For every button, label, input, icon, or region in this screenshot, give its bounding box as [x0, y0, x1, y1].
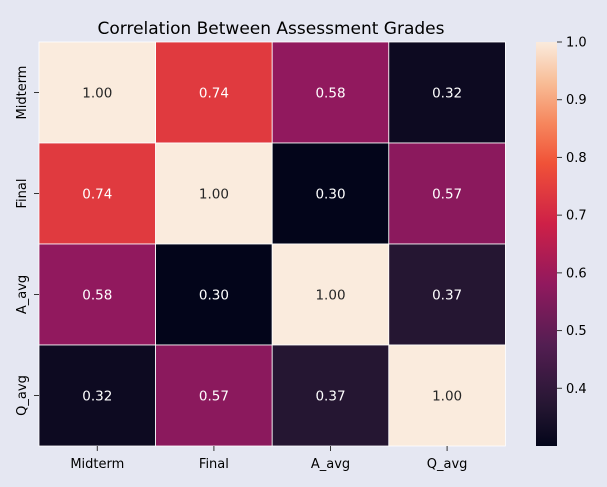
cell-label-3-0: 0.32: [82, 389, 112, 405]
y-axis: Midterm Final A_avg Q_avg: [15, 66, 39, 416]
cell-label-0-2: 0.58: [315, 86, 345, 102]
cell-label-1-1: 1.00: [199, 187, 229, 203]
cell-label-1-0: 0.74: [82, 187, 112, 203]
cell-label-0-3: 0.32: [432, 86, 462, 102]
heatmap-cell-3-1: [155, 344, 273, 447]
heatmap-cell-1-3: [388, 142, 506, 245]
y-tick-label-2: A_avg: [15, 275, 30, 314]
cell-label-3-3: 1.00: [432, 389, 462, 405]
heatmap-cell-1-0: [38, 142, 156, 245]
chart-title: Correlation Between Assessment Grades: [98, 19, 445, 39]
cell-label-0-1: 0.74: [199, 86, 229, 102]
cell-label-1-2: 0.30: [315, 187, 345, 203]
colorbar-tick-label-2: 0.6: [566, 266, 587, 281]
cell-label-0-0: 1.00: [82, 86, 112, 102]
colorbar-gradient: [536, 42, 557, 446]
cell-label-2-2: 1.00: [315, 288, 345, 304]
x-tick-label-0: Midterm: [70, 457, 124, 472]
cell-label-2-3: 0.37: [432, 288, 462, 304]
x-tick-label-1: Final: [199, 457, 229, 472]
x-tick-label-3: Q_avg: [427, 457, 468, 472]
y-tick-label-0: Midterm: [15, 66, 30, 120]
heatmap-cell-0-1: [155, 41, 273, 144]
heatmap-cell-0-0: [38, 41, 156, 144]
heatmap-cell-3-3: [388, 344, 506, 447]
colorbar-tick-label-5: 0.9: [566, 93, 587, 108]
cell-label-3-2: 0.37: [315, 389, 345, 405]
heatmap-cell-3-0: [38, 344, 156, 447]
cell-label-3-1: 0.57: [199, 389, 229, 405]
colorbar: 0.4 0.5 0.6 0.7 0.8 0.9 1.0: [536, 36, 587, 446]
cell-label-2-0: 0.58: [82, 288, 112, 304]
colorbar-tick-label-0: 0.4: [566, 382, 587, 397]
x-tick-label-2: A_avg: [311, 457, 350, 472]
colorbar-tick-label-1: 0.5: [566, 324, 587, 339]
heatmap-cell-0-2: [271, 41, 390, 144]
heatmap-cells: 1.00 0.74 0.58 0.32 0.74 1.00 0.30 0.57 0.58 0.30…: [38, 41, 506, 447]
y-tick-label-3: Q_avg: [15, 375, 30, 416]
y-tick-label-1: Final: [15, 179, 30, 209]
colorbar-tick-label-4: 0.8: [566, 151, 587, 166]
heatmap-cell-3-2: [271, 344, 390, 447]
heatmap-cell-2-3: [388, 243, 506, 346]
cell-label-1-3: 0.57: [432, 187, 462, 203]
cell-label-2-1: 0.30: [199, 288, 229, 304]
colorbar-tick-label-3: 0.7: [566, 209, 587, 224]
colorbar-tick-label-6: 1.0: [566, 36, 587, 51]
x-axis: Midterm Final A_avg Q_avg: [70, 446, 467, 472]
heatmap-cell-0-3: [388, 41, 506, 144]
heatmap-cell-1-1: [155, 142, 273, 245]
heatmap-cell-2-1: [155, 243, 273, 346]
